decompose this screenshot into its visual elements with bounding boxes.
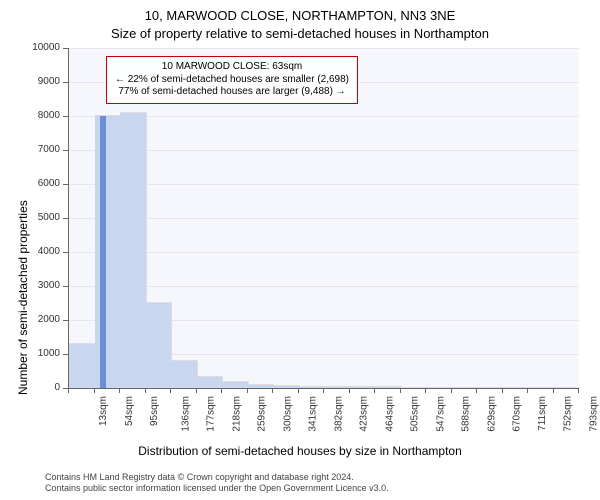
x-tick-label: 177sqm xyxy=(206,396,217,432)
annotation-line3: 77% of semi-detached houses are larger (… xyxy=(115,86,349,99)
histogram-bar xyxy=(120,112,147,388)
x-tick-mark xyxy=(68,388,69,393)
x-tick-label: 505sqm xyxy=(410,396,421,432)
y-tick-label: 8000 xyxy=(20,110,60,121)
histogram-bar xyxy=(273,385,300,388)
histogram-bar xyxy=(171,360,198,388)
x-tick-label: 259sqm xyxy=(257,396,268,432)
y-tick-label: 4000 xyxy=(20,246,60,257)
histogram-bar xyxy=(222,381,249,388)
x-tick-mark xyxy=(298,388,299,393)
x-tick-mark xyxy=(451,388,452,393)
histogram-bar xyxy=(197,376,224,388)
histogram-bar xyxy=(146,302,173,388)
x-tick-label: 629sqm xyxy=(486,396,497,432)
x-tick-label: 54sqm xyxy=(124,396,135,426)
y-tick-label: 6000 xyxy=(20,178,60,189)
y-tick-label: 9000 xyxy=(20,76,60,87)
footer: Contains HM Land Registry data © Crown c… xyxy=(45,472,389,494)
highlight-bar xyxy=(100,116,106,388)
y-axis-label: Number of semi-detached properties xyxy=(16,200,30,395)
annotation-line1: 10 MARWOOD CLOSE: 63sqm xyxy=(115,61,349,74)
x-tick-label: 341sqm xyxy=(308,396,319,432)
y-tick-label: 7000 xyxy=(20,144,60,155)
y-tick-mark xyxy=(63,150,68,151)
x-tick-mark xyxy=(553,388,554,393)
y-tick-label: 5000 xyxy=(20,212,60,223)
footer-line1: Contains HM Land Registry data © Crown c… xyxy=(45,472,389,483)
x-tick-mark xyxy=(374,388,375,393)
x-tick-mark xyxy=(476,388,477,393)
title-line1: 10, MARWOOD CLOSE, NORTHAMPTON, NN3 3NE xyxy=(0,8,600,23)
x-tick-label: 136sqm xyxy=(180,396,191,432)
title-line2-text: Size of property relative to semi-detach… xyxy=(111,26,489,41)
histogram-bar xyxy=(426,387,453,388)
histogram-bar xyxy=(375,386,402,388)
histogram-bar xyxy=(324,386,351,388)
x-axis-label: Distribution of semi-detached houses by … xyxy=(0,444,600,458)
y-tick-mark xyxy=(63,320,68,321)
x-tick-mark xyxy=(323,388,324,393)
y-tick-label: 2000 xyxy=(20,314,60,325)
y-tick-mark xyxy=(63,286,68,287)
x-tick-label: 218sqm xyxy=(231,396,242,432)
y-tick-mark xyxy=(63,82,68,83)
x-tick-label: 423sqm xyxy=(359,396,370,432)
histogram-bar xyxy=(401,387,428,388)
x-tick-mark xyxy=(425,388,426,393)
y-tick-mark xyxy=(63,218,68,219)
x-tick-mark xyxy=(196,388,197,393)
y-tick-label: 1000 xyxy=(20,348,60,359)
y-tick-mark xyxy=(63,184,68,185)
x-tick-mark xyxy=(247,388,248,393)
y-tick-mark xyxy=(63,354,68,355)
x-tick-mark xyxy=(170,388,171,393)
footer-line2: Contains public sector information licen… xyxy=(45,483,389,494)
x-tick-mark xyxy=(221,388,222,393)
title-line2: Size of property relative to semi-detach… xyxy=(0,26,600,41)
x-tick-mark xyxy=(119,388,120,393)
histogram-bar xyxy=(452,387,479,388)
x-tick-mark xyxy=(400,388,401,393)
x-tick-label: 464sqm xyxy=(384,396,395,432)
x-tick-label: 711sqm xyxy=(536,396,547,431)
histogram-bar xyxy=(350,386,377,388)
histogram-bar xyxy=(554,387,581,388)
histogram-bar xyxy=(69,343,96,388)
y-tick-label: 10000 xyxy=(20,42,60,53)
histogram-bar xyxy=(528,387,555,388)
y-tick-label: 0 xyxy=(20,382,60,393)
annotation-line2: ← 22% of semi-detached houses are smalle… xyxy=(115,74,349,87)
y-tick-mark xyxy=(63,116,68,117)
x-tick-label: 670sqm xyxy=(512,396,523,432)
x-tick-label: 547sqm xyxy=(435,396,446,432)
y-tick-mark xyxy=(63,252,68,253)
title-line1-text: 10, MARWOOD CLOSE, NORTHAMPTON, NN3 3NE xyxy=(145,8,456,23)
x-tick-label: 793sqm xyxy=(588,396,599,432)
x-tick-label: 588sqm xyxy=(461,396,472,432)
x-tick-mark xyxy=(145,388,146,393)
y-tick-mark xyxy=(63,48,68,49)
x-tick-mark xyxy=(349,388,350,393)
x-tick-label: 382sqm xyxy=(333,396,344,432)
gridline xyxy=(69,48,579,49)
x-tick-mark xyxy=(502,388,503,393)
histogram-bar xyxy=(95,115,122,388)
y-tick-label: 3000 xyxy=(20,280,60,291)
x-tick-label: 95sqm xyxy=(149,396,160,426)
x-tick-label: 300sqm xyxy=(282,396,293,432)
histogram-bar xyxy=(477,387,504,388)
histogram-bar xyxy=(299,386,326,388)
x-tick-mark xyxy=(272,388,273,393)
x-tick-mark xyxy=(578,388,579,393)
annotation-box: 10 MARWOOD CLOSE: 63sqm ← 22% of semi-de… xyxy=(106,56,358,104)
histogram-bar xyxy=(248,384,275,388)
x-tick-label: 752sqm xyxy=(563,396,574,432)
x-tick-mark xyxy=(94,388,95,393)
x-tick-mark xyxy=(527,388,528,393)
x-tick-label: 13sqm xyxy=(98,396,109,426)
histogram-bar xyxy=(503,387,530,388)
